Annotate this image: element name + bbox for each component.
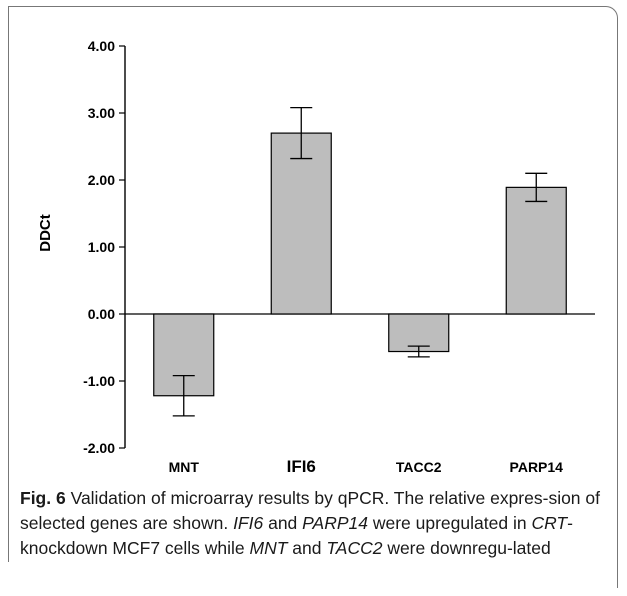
chart-bars: [153, 106, 567, 417]
caption-part: were downregu-lated: [382, 538, 551, 558]
y-tick-label: -1.00: [83, 373, 115, 389]
category-label-tacc2: TACC2: [396, 459, 442, 475]
caption-part: Validation of microarray results by qPCR…: [20, 488, 600, 533]
y-tick-label: 0.00: [88, 306, 115, 322]
caption-part: were upregulated in: [367, 513, 532, 533]
figure-caption: Fig. 6 Validation of microarray results …: [20, 486, 615, 561]
category-label-mnt: MNT: [169, 459, 200, 475]
bar-chart: 4.00 3.00 2.00 1.00 0.00 -1.00 -2.00 DDCt MNT IFI…: [37, 38, 595, 476]
chart-labels: 4.00 3.00 2.00 1.00 0.00 -1.00 -2.00 DDCt MNT IFI…: [37, 38, 563, 476]
category-label-ifi6: IFI6: [287, 457, 316, 476]
caption-part: CRT: [531, 513, 568, 533]
y-axis-label: DDCt: [37, 214, 54, 252]
frame-gap: [6, 562, 12, 596]
caption-part: and: [287, 538, 327, 558]
y-tick-label: 2.00: [88, 172, 115, 188]
caption-part: MNT: [249, 538, 288, 558]
bar-parp14: [505, 186, 567, 315]
caption-part: and: [263, 513, 303, 533]
caption-part: TACC2: [326, 538, 383, 558]
caption-part: IFI6: [233, 513, 264, 533]
y-tick-label: 3.00: [88, 105, 115, 121]
bar-ifi6: [270, 132, 332, 315]
y-tick-label: 1.00: [88, 239, 115, 255]
caption-body: Validation of microarray results by qPCR…: [20, 488, 600, 558]
caption-part: -knockdown MCF7 cells while: [20, 513, 573, 558]
caption-fig-label: Fig. 6: [20, 488, 66, 508]
caption-part: PARP14: [302, 513, 368, 533]
figure-frame: [8, 6, 618, 588]
category-label-parp14: PARP14: [510, 459, 564, 475]
y-tick-label: 4.00: [88, 38, 115, 54]
y-tick-label: -2.00: [83, 440, 115, 456]
